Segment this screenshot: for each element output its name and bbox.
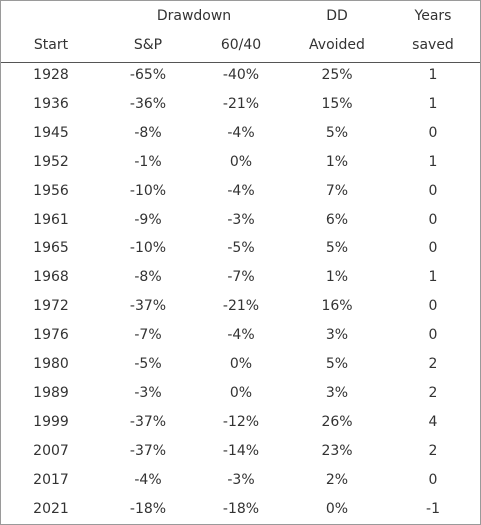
table-cell: 0% <box>325 500 349 517</box>
table-cell: -21% <box>222 95 260 112</box>
table-cell: 2 <box>428 356 438 372</box>
table-cell: 0 <box>428 240 438 257</box>
column-header: Start <box>33 37 69 53</box>
table-cell: -4% <box>227 327 255 344</box>
table-cell: -5% <box>134 356 162 372</box>
table-cell: 6% <box>325 211 349 228</box>
table-cell: 1961 <box>33 211 69 228</box>
table-cell: -7% <box>134 327 162 344</box>
table-cell: 1980 <box>33 356 69 372</box>
table-cell: 1% <box>325 269 349 286</box>
group-header: DD <box>326 8 348 24</box>
table-cell: -37% <box>129 442 167 459</box>
table-cell: -3% <box>134 384 162 401</box>
table-cell: 1% <box>325 153 349 170</box>
table-cell: 1976 <box>33 327 69 344</box>
table-cell: 1 <box>428 95 438 112</box>
group-header: Years <box>414 8 452 24</box>
table-cell: 2021 <box>33 500 69 517</box>
table-cell: 1989 <box>33 384 69 401</box>
table-cell: 5% <box>325 124 349 141</box>
table-cell: 1999 <box>33 413 69 430</box>
table-cell: 1968 <box>33 269 69 286</box>
column-header: 60/40 <box>220 37 262 53</box>
table-cell: 3% <box>325 384 349 401</box>
table-cell: -9% <box>134 211 162 228</box>
table-cell: 2007 <box>33 442 69 459</box>
table-cell: -10% <box>129 240 167 257</box>
table-cell: -37% <box>129 298 167 315</box>
table-cell: -1% <box>134 153 162 170</box>
column-header: Avoided <box>309 37 365 53</box>
table-cell: -3% <box>227 471 255 488</box>
table-cell: -8% <box>134 124 162 141</box>
table-cell: -10% <box>129 182 167 199</box>
table-cell: 16% <box>321 298 353 315</box>
table-cell: 5% <box>325 240 349 257</box>
table-cell: 1972 <box>33 298 69 315</box>
table-cell: -65% <box>129 67 167 83</box>
table-cell: 7% <box>325 182 349 199</box>
table-cell: 23% <box>321 442 353 459</box>
table-cell: 0% <box>229 153 253 170</box>
table-cell: -18% <box>222 500 260 517</box>
table-cell: -14% <box>222 442 260 459</box>
table-cell: 0 <box>428 124 438 141</box>
column-header: S&P <box>133 37 163 53</box>
table-cell: 5% <box>325 356 349 372</box>
table-cell: 1 <box>428 269 438 286</box>
table-cell: -3% <box>227 211 255 228</box>
table-cell: -12% <box>222 413 260 430</box>
table-cell: 0 <box>428 327 438 344</box>
table-cell: 1965 <box>33 240 69 257</box>
table-cell: -40% <box>222 67 260 83</box>
table-cell: -5% <box>227 240 255 257</box>
table-cell: 0% <box>229 384 253 401</box>
table-cell: 1 <box>428 67 438 83</box>
table-cell: 25% <box>321 67 353 83</box>
table-cell: 2 <box>428 442 438 459</box>
table-cell: -1 <box>426 500 440 517</box>
table-cell: 3% <box>325 327 349 344</box>
group-header: Drawdown <box>156 8 232 24</box>
table-cell: 4 <box>428 413 438 430</box>
table-cell: -37% <box>129 413 167 430</box>
table-cell: -8% <box>134 269 162 286</box>
table-cell: -18% <box>129 500 167 517</box>
table-cell: -21% <box>222 298 260 315</box>
table-cell: 1936 <box>33 95 69 112</box>
table-cell: 2017 <box>33 471 69 488</box>
table-cell: -4% <box>227 182 255 199</box>
table-cell: 0 <box>428 182 438 199</box>
table-cell: 2 <box>428 384 438 401</box>
table-cell: 0% <box>229 356 253 372</box>
table-cell: 1928 <box>33 67 69 83</box>
column-header: saved <box>412 37 454 53</box>
table-cell: 26% <box>321 413 353 430</box>
table-cell: 0 <box>428 211 438 228</box>
table-cell: -36% <box>129 95 167 112</box>
table-cell: -4% <box>134 471 162 488</box>
table-cell: 0 <box>428 298 438 315</box>
table-cell: -4% <box>227 124 255 141</box>
table-cell: 0 <box>428 471 438 488</box>
table-cell: 1945 <box>33 124 69 141</box>
table-cell: 15% <box>321 95 353 112</box>
header-rule <box>1 62 480 63</box>
table-cell: -7% <box>227 269 255 286</box>
table-cell: 1 <box>428 153 438 170</box>
table-cell: 1956 <box>33 182 69 199</box>
table-cell: 2% <box>325 471 349 488</box>
table-cell: 1952 <box>33 153 69 170</box>
